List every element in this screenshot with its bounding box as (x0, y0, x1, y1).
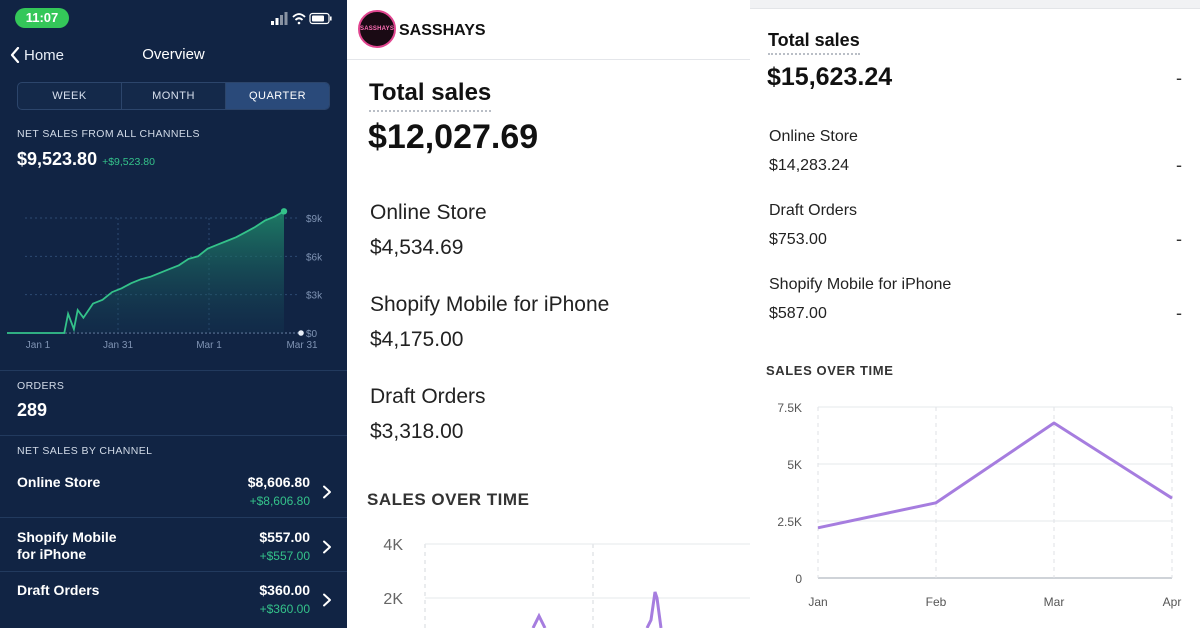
period-segmented-control: WEEK MONTH QUARTER (17, 82, 330, 110)
y-tick-label: 5K (787, 458, 802, 472)
logo-text: SASSHAYS (360, 26, 395, 32)
channel-value: $8,606.80 (247, 474, 310, 490)
y-tick-label: 7.5K (777, 401, 802, 415)
channel-name: Draft Orders (769, 202, 858, 219)
chevron-left-icon (10, 47, 20, 63)
x-tick-label: Jan 31 (103, 340, 133, 351)
sales-over-time-chart-b: 7.5K 5K 2.5K 0 Jan Feb Mar Apr (777, 401, 1182, 609)
channel-name: Shopify Mobile for iPhone (769, 276, 952, 293)
chevron-right-icon (323, 593, 331, 607)
tab-quarter[interactable]: QUARTER (226, 83, 329, 109)
channel-delta: +$360.00 (259, 602, 310, 616)
channel-row-shopify-mobile[interactable]: Shopify Mobile for iPhone $557.00 +$557.… (0, 529, 347, 583)
sales-line (817, 421, 1173, 530)
signal-icon (271, 12, 288, 25)
x-tick-label: Apr (1163, 595, 1182, 609)
total-sales-label[interactable]: Total sales (768, 30, 860, 55)
total-sales-value: $12,027.69 (368, 118, 539, 156)
y-tick-label: $3k (306, 291, 323, 302)
top-band (750, 0, 1200, 9)
channel-delta: +$8,606.80 (249, 494, 310, 508)
x-tick-label: Jan 1 (26, 340, 51, 351)
y-tick-label: $0 (306, 329, 318, 340)
channel-name: Shopify Mobile for iPhone (370, 293, 610, 316)
net-sales-summary: $9,523.80 +$9,523.80 (17, 149, 155, 170)
channel-value: $753.00 (769, 231, 827, 248)
x-tick-label: Feb (926, 595, 947, 609)
channel-value: $14,283.24 (769, 157, 850, 174)
store-name: SASSHAYS (399, 22, 486, 39)
net-sales-area (7, 211, 284, 333)
channel-row-draft-orders[interactable]: Draft Orders $360.00 +$360.00 (0, 582, 347, 628)
channel-delta: +$557.00 (259, 549, 310, 563)
orders-value: 289 (17, 400, 48, 420)
divider (0, 435, 347, 436)
y-tick-label: $6k (306, 252, 323, 263)
y-tick-label: 4K (383, 537, 403, 554)
total-sales-label[interactable]: Total sales (369, 79, 492, 112)
channel-name: Online Store (370, 201, 487, 224)
store-sales-panel-b: Total sales $15,623.24 - Online Store $1… (750, 0, 1200, 628)
channel-value: $360.00 (259, 582, 310, 598)
y-tick-label: 2K (383, 591, 403, 608)
channel-value: $4,534.69 (370, 236, 464, 259)
channel-name: Shopify Mobile for iPhone (17, 529, 117, 562)
trend-dash: - (1176, 229, 1182, 249)
battery-icon (309, 12, 332, 25)
divider (0, 571, 347, 572)
net-sales-chart: $9k $6k $3k $0 Jan 1 Jan 31 Mar 1 Mar 31 (7, 208, 323, 351)
channel-value: $557.00 (259, 529, 310, 545)
sales-over-time-title: SALES OVER TIME (367, 490, 530, 509)
net-sales-line (7, 210, 285, 334)
x-tick-label: Jan (808, 595, 827, 609)
sales-over-time-chart-a: 4K 2K (383, 537, 750, 628)
channel-name: Online Store (17, 474, 101, 490)
phone-overview-panel: 11:07 Home Overview (0, 0, 347, 628)
y-tick-label: 0 (795, 572, 802, 586)
sales-line-small (531, 612, 547, 628)
sales-line-peak (645, 591, 663, 628)
nav-bar: Home Overview (0, 40, 347, 70)
total-sales-value: $15,623.24 (767, 63, 893, 91)
chevron-right-icon (323, 540, 331, 554)
y-tick-label: $9k (306, 214, 323, 225)
channel-name: Draft Orders (17, 582, 100, 598)
channel-row-online-store[interactable]: Online Store $8,606.80 +$8,606.80 (0, 474, 347, 528)
channel-value: $4,175.00 (370, 328, 464, 351)
chevron-right-icon (323, 485, 331, 499)
wifi-icon (292, 13, 306, 25)
status-time: 11:07 (15, 8, 69, 28)
divider (0, 370, 347, 371)
tab-month[interactable]: MONTH (122, 83, 226, 109)
zero-marker (298, 330, 304, 336)
channel-name: Draft Orders (370, 385, 486, 408)
store-sales-panel-a: SASSHAYS SASSHAYS Total sales $12,027.69… (347, 0, 750, 628)
channel-name: Online Store (769, 128, 858, 145)
net-sales-end-point (280, 208, 288, 215)
channel-value: $587.00 (769, 305, 827, 322)
net-sales-label: NET SALES FROM ALL CHANNELS (17, 128, 200, 140)
tab-week[interactable]: WEEK (18, 83, 122, 109)
trend-dash: - (1176, 155, 1182, 175)
net-sales-delta: +$9,523.80 (102, 156, 155, 168)
sales-over-time-title: SALES OVER TIME (766, 363, 894, 378)
trend-dash: - (1176, 303, 1182, 323)
x-tick-label: Mar (1044, 595, 1065, 609)
channel-section-label: NET SALES BY CHANNEL (17, 445, 153, 457)
divider (0, 517, 347, 518)
x-tick-label: Mar 31 (286, 340, 318, 351)
x-tick-label: Mar 1 (196, 340, 222, 351)
back-label: Home (24, 46, 65, 64)
page-title: Overview (142, 46, 205, 63)
store-header: SASSHAYS SASSHAYS (347, 0, 750, 60)
status-bar: 11:07 (0, 0, 347, 34)
orders-label: ORDERS (17, 380, 65, 392)
back-button[interactable]: Home (10, 40, 64, 70)
net-sales-value: $9,523.80 (17, 149, 98, 169)
channel-value: $3,318.00 (370, 420, 464, 443)
store-logo: SASSHAYS (358, 10, 396, 48)
y-tick-label: 2.5K (777, 515, 802, 529)
status-icons (271, 12, 332, 25)
trend-dash: - (1176, 68, 1182, 88)
